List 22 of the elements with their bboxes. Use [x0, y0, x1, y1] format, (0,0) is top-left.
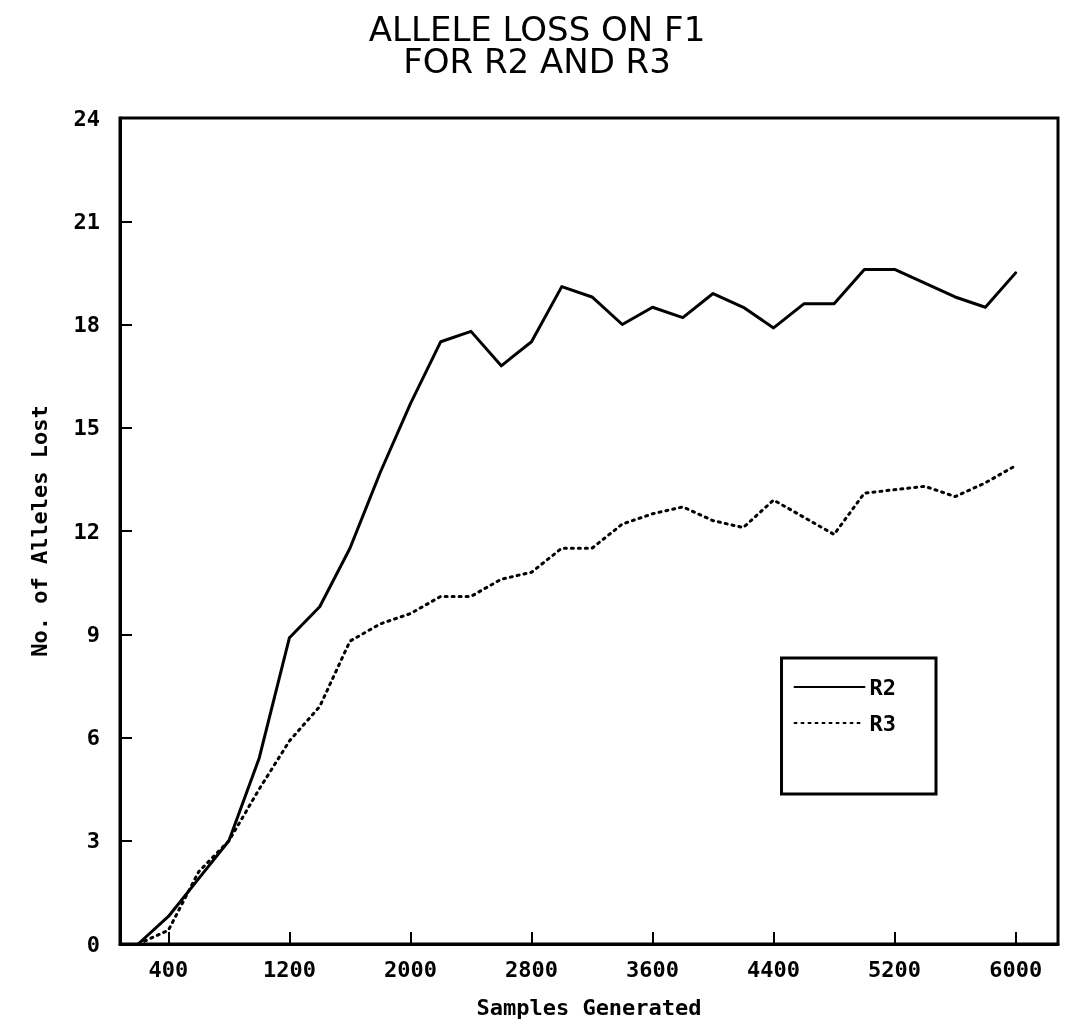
x-tick-label: 4400: [747, 956, 801, 982]
legend-label: R2: [869, 674, 897, 700]
y-tick-label: 6: [86, 725, 100, 750]
y-tick-label: 15: [73, 415, 100, 441]
x-tick-label: 1200: [262, 956, 316, 982]
x-axis-title: Samples Generated: [476, 994, 702, 1020]
x-tick-label: 6000: [989, 956, 1043, 982]
chart-title: ALLELE LOSS ON F1 FOR R2 AND R3: [368, 9, 706, 81]
y-tick-label: 3: [86, 828, 100, 854]
y-tick-label: 18: [73, 312, 100, 337]
y-tick-label: 24: [73, 105, 100, 131]
x-tick-label: 400: [148, 956, 189, 982]
y-axis-title: No. of Alleles Lost: [26, 405, 52, 657]
y-tick-label: 0: [86, 931, 100, 957]
y-tick-label: 12: [73, 518, 100, 544]
x-tick-label: 3600: [626, 956, 680, 982]
y-tick-label: 9: [86, 621, 100, 647]
x-tick-label: 2800: [505, 956, 558, 982]
y-tick-label: 21: [73, 208, 100, 234]
x-tick-label: 5200: [868, 956, 922, 982]
x-tick-label: 2000: [383, 956, 437, 982]
legend-label: R3: [869, 710, 897, 736]
